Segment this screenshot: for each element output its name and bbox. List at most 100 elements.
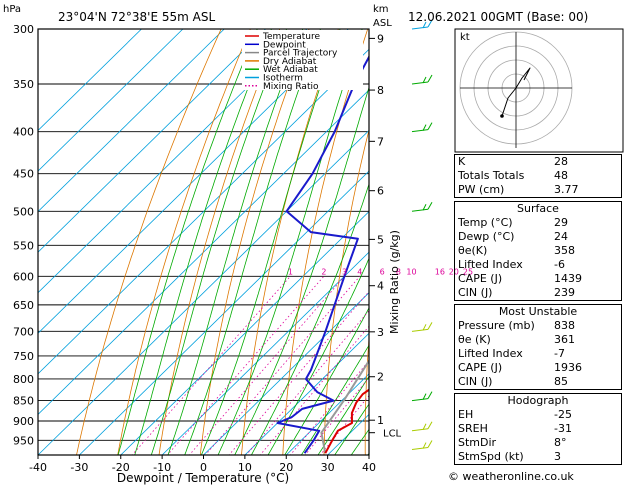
index-value: 28 [554,155,568,168]
mu-label: θe (K) [458,333,491,346]
wind-barb-flag [427,440,433,448]
index-value: 3.77 [554,183,579,196]
dry-adiabat-line [364,333,369,455]
temperature-tick-label: 30 [321,461,335,474]
dry-adiabat-line [76,29,222,455]
hodograph-frame [454,28,624,153]
dewpoint-profile-line [276,54,369,454]
mu-row: Lifted Index -7 [455,347,622,361]
wet-adiabat-line [284,307,369,455]
hodo-label: StmSpd (kt) [458,450,524,463]
surface-label: θe(K) [458,244,488,257]
hodo-label: SREH [458,422,488,435]
wind-barb-staff [411,328,429,332]
wet-adiabat-line [317,375,369,455]
chart-grid [38,29,369,455]
legend-label: Parcel Trajectory [263,49,338,59]
surface-value: 24 [554,230,568,243]
hodograph-start-point [500,114,504,118]
pressure-tick-label: 450 [13,168,34,181]
hodo-value: 8° [554,436,567,449]
surface-value: 1439 [554,272,582,285]
km-tick-label: 8 [377,84,384,97]
surface-label: CIN (J) [458,286,493,299]
surface-label: Temp (°C) [458,216,513,229]
km-tick-label: 1 [377,414,384,427]
surface-value: 29 [554,216,568,229]
pressure-tick-label: 900 [13,415,34,428]
wind-barb-staff [411,81,429,85]
mixing-ratio-line [188,276,345,455]
km-tick-label: 6 [377,185,384,198]
km-tick-label: 5 [377,233,384,246]
mu-label: Lifted Index [458,347,523,360]
wet-adiabat-line [217,29,363,455]
km-tick-label: 7 [377,135,384,148]
wind-barb-flag [422,124,427,131]
isotherm-line [38,89,369,415]
temperature-tick-label: -30 [70,461,88,474]
isotherm-line [38,29,266,253]
wet-adiabat-line [267,257,369,455]
pressure-tick-label: 400 [13,126,34,139]
pressure-tick-label: 600 [13,270,34,283]
indices-table: K 28 Totals Totals 48 PW (cm) 3.77 [454,154,622,198]
pressure-unit: hPa [3,4,21,15]
plot-frame [37,28,370,456]
surface-row: Lifted Index -6 [455,258,622,272]
wind-barb-staff [411,208,429,212]
surface-row: CIN (J) 239 [455,286,622,301]
hodo-label: EH [458,408,474,421]
isotherm-line [38,29,308,294]
pressure-tick-label: 950 [13,434,34,447]
most-unstable-title: Most Unstable [498,305,578,318]
mu-value: 85 [554,375,568,388]
dry-adiabat-line [199,29,310,455]
temperature-tick-label: -40 [29,461,47,474]
mu-label: CIN (J) [458,375,493,388]
isotherm-line [38,29,225,213]
mixing-ratio-label: 10 [406,267,416,276]
lcl-label: LCL [383,429,402,440]
pressure-tick-label: 700 [13,325,34,338]
surface-table: Surface Temp (°C) 29 Dewp (°C) 24 θe(K) … [454,201,622,301]
mixing-ratio-label: 25 [463,267,473,276]
km-tick-label: 9 [377,32,384,45]
isotherm-line [38,29,349,334]
temperature-tick-label: 40 [362,461,376,474]
isotherm-line [38,29,142,132]
wind-barb-flag [422,204,427,211]
surface-label: Lifted Index [458,258,523,271]
wind-barb-flag [422,442,427,449]
mu-value: 838 [554,319,575,332]
hodo-row: SREH -31 [455,422,622,436]
wind-barb-flag [427,391,433,399]
chart-profiles [276,54,369,454]
legend-box [242,30,363,90]
wet-adiabat-line [200,29,341,455]
surface-title: Surface [517,202,559,215]
legend-label: Wet Adiabat [263,65,318,75]
wet-adiabat-line [117,29,258,455]
isotherm-line [120,211,369,455]
wind-barb-flag [422,76,427,84]
mixing-ratio-label: 1 [288,267,293,276]
mu-row: θe (K) 361 [455,333,622,347]
asl-unit: ASL [373,18,392,29]
wind-barb-flag [427,202,433,210]
wind-barb-flag [422,423,427,430]
wind-barb-flag [422,393,427,400]
temperature-profile-line [324,388,369,454]
watermark: © weatheronline.co.uk [448,470,574,483]
km-tick-label: 3 [377,326,384,339]
mixing-ratio-label: 8 [396,267,401,276]
dry-adiabat-line [241,29,339,455]
wet-adiabat-line [334,403,369,455]
pressure-axis: 300 350 400 450 500 550 600 650 700 750 800 850 900 9… [13,23,34,447]
isotherm-line [161,251,369,455]
surface-label: Dewp (°C) [458,230,515,243]
wind-barb-flag [427,421,433,430]
temperature-tick-label: -10 [153,461,171,474]
isotherm-line [38,29,184,172]
